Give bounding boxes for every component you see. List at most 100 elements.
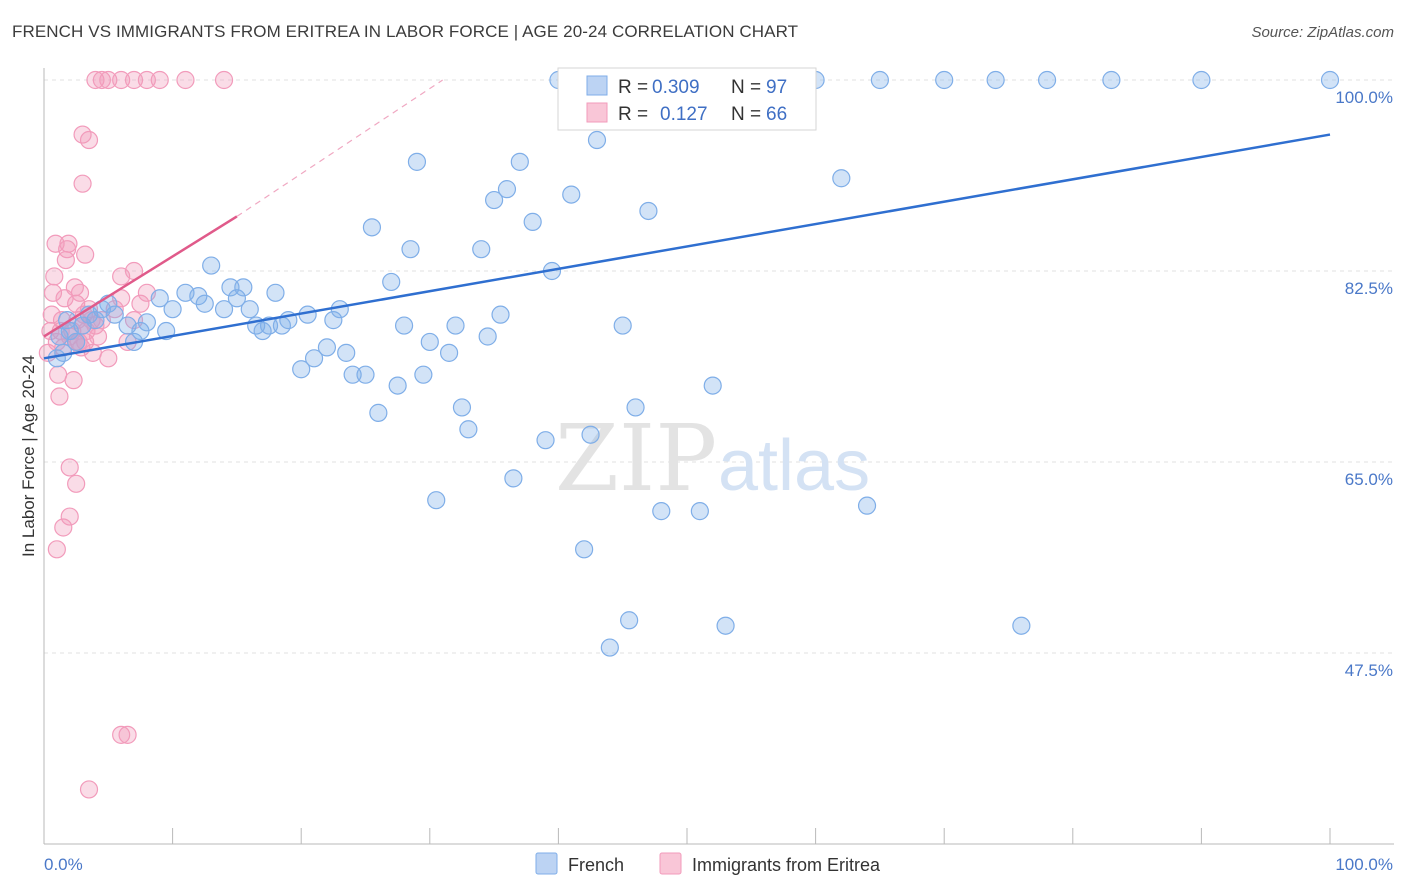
point-eritrea-42: [47, 540, 66, 559]
point-french-21: [202, 256, 221, 275]
point-french-20: [195, 294, 214, 313]
point-french-46: [394, 316, 414, 335]
point-eritrea-50: [86, 70, 105, 90]
point-eritrea-18: [64, 371, 83, 390]
point-eritrea-44: [60, 458, 79, 477]
point-french-89: [935, 70, 954, 90]
point-french-63: [523, 212, 542, 231]
stats-legend: R = 0.309 N = 97 R = 0.127 N = 66: [557, 67, 817, 131]
point-french-41: [356, 365, 375, 384]
point-french-23: [221, 278, 240, 297]
chart-title: FRENCH VS IMMIGRANTS FROM ERITREA IN LAB…: [12, 22, 799, 41]
point-eritrea-59: [112, 725, 131, 744]
point-french-58: [485, 190, 504, 210]
point-french-53: [446, 316, 465, 335]
point-french-74: [626, 398, 645, 417]
stats-swatch-eritrea: [586, 102, 608, 123]
point-eritrea-60: [118, 725, 137, 744]
y-axis-title: In Labor Force | Age 20-24: [19, 355, 38, 557]
point-french-91: [1012, 616, 1031, 635]
point-eritrea-15: [59, 234, 78, 253]
point-french-94: [1192, 70, 1211, 90]
point-french-43: [369, 403, 388, 422]
point-eritrea-5: [46, 234, 65, 253]
point-eritrea-54: [124, 70, 144, 90]
point-french-86: [832, 169, 851, 188]
point-eritrea-57: [176, 70, 195, 90]
stats-r-value-french: 0.309: [652, 77, 700, 98]
point-eritrea-55: [137, 70, 156, 90]
point-french-33: [292, 360, 311, 379]
point-french-52: [439, 343, 459, 362]
point-french-81: [703, 376, 722, 395]
x-tick-label-min: 0.0%: [44, 855, 83, 874]
point-eritrea-35: [99, 349, 118, 368]
point-french-92: [1037, 70, 1057, 90]
stats-r-label-eritrea: R =: [618, 104, 648, 125]
watermark-zip: ZIP: [555, 405, 717, 512]
x-tick-label-max: 100.0%: [1335, 855, 1393, 874]
point-french-49: [414, 365, 433, 384]
stats-r-label-french: R =: [618, 77, 648, 98]
point-french-7: [86, 311, 105, 330]
trend-line-french: [43, 133, 1331, 360]
point-eritrea-8: [50, 387, 69, 406]
point-french-64: [536, 431, 555, 450]
point-eritrea-43: [54, 518, 73, 537]
y-tick-label-2: 82.5%: [1345, 279, 1393, 298]
stats-n-label-eritrea: N =: [731, 104, 761, 125]
point-french-90: [986, 70, 1005, 90]
point-eritrea-61: [79, 780, 99, 799]
legend-label-eritrea: Immigrants from Eritrea: [692, 855, 881, 875]
trend-extension-eritrea: [236, 79, 443, 217]
point-french-61: [504, 469, 523, 488]
point-french-93: [1102, 70, 1121, 90]
point-french-55: [459, 420, 478, 439]
point-french-80: [690, 502, 709, 521]
point-french-60: [497, 180, 517, 199]
point-eritrea-33: [88, 327, 108, 346]
point-french-95: [1320, 70, 1340, 90]
stats-n-value-french: 97: [766, 77, 787, 98]
point-french-56: [472, 240, 491, 259]
point-french-37: [324, 311, 343, 330]
point-eritrea-52: [99, 70, 118, 90]
point-eritrea-48: [73, 174, 92, 193]
point-french-67: [562, 185, 581, 204]
point-eritrea-51: [92, 70, 111, 90]
point-french-17: [163, 300, 182, 319]
point-eritrea-23: [70, 283, 90, 302]
point-french-87: [857, 496, 877, 515]
point-french-59: [491, 305, 510, 324]
point-french-72: [613, 316, 632, 335]
point-french-88: [870, 70, 890, 90]
point-french-10: [105, 305, 124, 324]
stats-n-label-french: N =: [731, 77, 761, 98]
point-french-73: [620, 611, 639, 630]
point-french-57: [478, 327, 497, 346]
point-french-69: [581, 425, 600, 444]
legend-swatch-eritrea: [659, 852, 682, 875]
point-eritrea-64: [60, 507, 79, 526]
point-french-47: [401, 240, 420, 259]
y-tick-labels: 47.5% 65.0% 82.5% 100.0%: [1335, 88, 1393, 680]
point-french-14: [137, 313, 156, 332]
point-french-26: [240, 300, 259, 319]
point-french-30: [266, 283, 285, 302]
point-french-36: [317, 338, 337, 357]
watermark-atlas: atlas: [718, 426, 870, 506]
point-french-54: [452, 398, 472, 417]
point-french-42: [362, 218, 382, 237]
point-french-4: [67, 332, 86, 352]
point-eritrea-7: [49, 365, 68, 384]
point-french-62: [510, 152, 529, 171]
point-french-77: [652, 502, 671, 521]
point-eritrea-4: [45, 267, 64, 286]
point-french-25: [234, 278, 253, 297]
point-french-44: [382, 272, 401, 292]
chart-source: Source: ZipAtlas.com: [1251, 24, 1394, 41]
stats-swatch-french: [586, 75, 608, 96]
point-eritrea-31: [83, 343, 102, 362]
legend-label-french: French: [568, 855, 624, 875]
